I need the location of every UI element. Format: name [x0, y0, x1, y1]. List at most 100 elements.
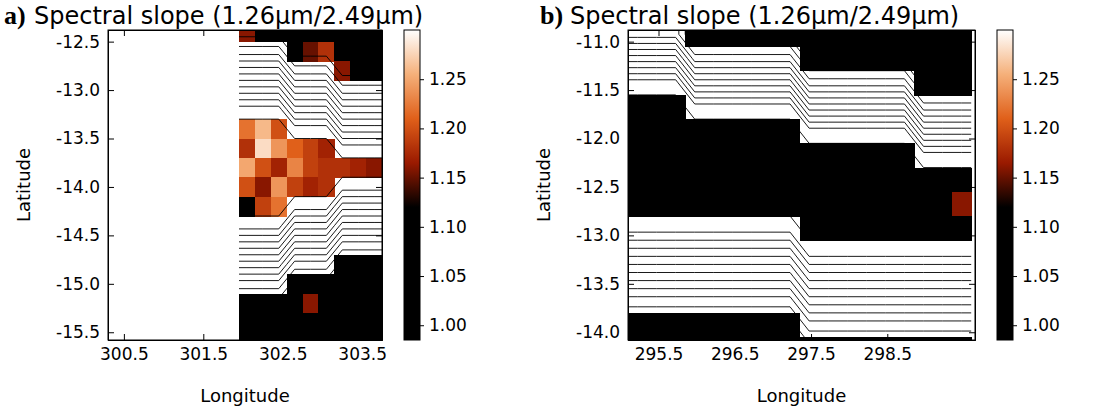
cell: [838, 46, 858, 71]
y-axis: -14.0-13.5-13.0-12.5-12.0-11.5-11.0: [576, 31, 634, 343]
cell: [303, 274, 319, 294]
cell: [742, 168, 762, 193]
cell: [952, 46, 972, 71]
tick-mark: [283, 334, 284, 340]
tick: [659, 30, 660, 36]
tick: -11.0: [576, 32, 634, 52]
cell: [819, 30, 839, 47]
x-axis-title: Longitude: [200, 385, 290, 406]
x-axis-top: [109, 30, 383, 36]
tick-mark: [628, 139, 634, 140]
cell: [723, 143, 743, 168]
tick: [969, 187, 975, 188]
cell: [628, 313, 648, 338]
tick: -14.0: [56, 177, 114, 197]
cell: [895, 46, 915, 71]
cell: [933, 46, 953, 71]
cell: [857, 143, 877, 168]
tick-mark: [376, 332, 382, 333]
cell: [255, 197, 271, 217]
cell: [742, 192, 762, 217]
cell: [838, 216, 858, 241]
plot-frame: [628, 30, 975, 340]
cell: [895, 192, 915, 217]
cell: [366, 255, 382, 275]
cell: [334, 42, 350, 62]
tick-mark: [628, 90, 634, 91]
cell: [287, 294, 303, 314]
y-axis-right: [969, 31, 976, 341]
tick-label: 302.5: [259, 344, 308, 364]
tick-mark: [969, 235, 975, 236]
cell: [685, 313, 705, 338]
tick-mark: [203, 30, 204, 36]
cell: [952, 168, 972, 193]
tick-label: 1.10: [1022, 217, 1060, 237]
contour-line: [239, 30, 382, 340]
cell: [255, 177, 271, 197]
tick-label: 1.15: [429, 168, 467, 188]
contour-line: [239, 30, 382, 340]
tick: -12.5: [576, 177, 634, 197]
cell: [318, 158, 334, 178]
cell: [303, 158, 319, 178]
panel: 300.5301.5302.5303.5-15.5-15.0-14.5-14.0…: [4, 1, 467, 406]
tick: -12.0: [576, 128, 634, 148]
cell: [647, 168, 667, 193]
tick-mark: [811, 30, 812, 36]
tick: [969, 332, 975, 333]
tick-mark: [887, 334, 888, 340]
axis-line: [109, 31, 115, 341]
cell: [723, 313, 743, 338]
tick-mark: [420, 178, 424, 179]
tick: 295.5: [635, 334, 684, 364]
tick-label: 295.5: [635, 344, 684, 364]
tick-mark: [628, 42, 634, 43]
tick-mark: [376, 187, 382, 188]
cell: [876, 30, 896, 47]
cell: [876, 143, 896, 168]
title: Spectral slope (1.26μm/2.49μm): [34, 2, 423, 30]
cell: [857, 46, 877, 71]
cell: [255, 30, 271, 42]
cell: [761, 313, 781, 338]
contour-line: [628, 30, 971, 340]
tick-label: -15.0: [56, 274, 100, 294]
cell: [800, 192, 820, 217]
tick-label: -12.5: [56, 32, 100, 52]
cell: [895, 30, 915, 47]
tick-label: 1.00: [429, 315, 467, 335]
tick-mark: [376, 90, 382, 91]
cell: [366, 30, 382, 42]
cell: [303, 294, 319, 314]
cell: [303, 42, 319, 62]
cell: [952, 216, 972, 241]
tick-label: 298.5: [863, 344, 912, 364]
cell: [685, 168, 705, 193]
cell: [933, 192, 953, 217]
x-axis: 300.5301.5302.5303.5: [100, 334, 387, 364]
tick: 300.5: [100, 334, 149, 364]
cell: [255, 139, 271, 159]
cell: [366, 158, 382, 178]
cell: [334, 313, 350, 333]
tick: [283, 30, 284, 36]
cell: [628, 119, 648, 144]
tick: -12.5: [56, 32, 114, 52]
axis-line: [629, 334, 976, 341]
cell: [723, 119, 743, 144]
cell: [685, 192, 705, 217]
cell: [318, 177, 334, 197]
y-axis-title: Latitude: [13, 148, 34, 222]
tick-label: -13.5: [56, 128, 100, 148]
cell: [933, 216, 953, 241]
contour-line: [628, 30, 971, 340]
cell: [666, 95, 686, 120]
cell: [318, 332, 334, 340]
cell: [303, 139, 319, 159]
cell: [800, 143, 820, 168]
tick-label: 1.20: [1022, 118, 1060, 138]
cell: [628, 143, 648, 168]
tick: 1.25: [420, 69, 467, 89]
cell: [318, 30, 334, 42]
